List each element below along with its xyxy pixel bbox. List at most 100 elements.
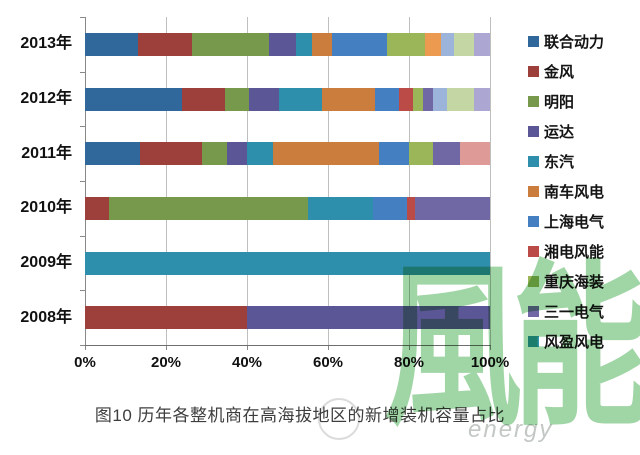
bar-segment-series-13: [433, 88, 447, 111]
bar-segment-三一电气: [433, 142, 460, 165]
bar-segment-湘电风能: [407, 197, 415, 220]
bar-segment-series-12: [425, 33, 441, 56]
legend-label: 金风: [544, 63, 575, 81]
bar-segment-上海电气: [332, 33, 387, 56]
legend-swatch: [528, 95, 539, 107]
legend-item-重庆海装: 重庆海装: [528, 267, 640, 297]
bar-segment-南车风电: [273, 142, 379, 165]
bar-segment-金风: [85, 197, 109, 220]
bar-2008年: [85, 306, 490, 329]
bar-segment-series-16: [474, 33, 490, 56]
gridline: [166, 17, 167, 345]
legend-label: 明阳: [544, 93, 575, 111]
bar-segment-运达: [269, 33, 296, 56]
bar-segment-series-15: [447, 88, 474, 111]
bar-segment-上海电气: [373, 197, 407, 220]
y-axis-tick: [80, 290, 85, 291]
legend-swatch: [528, 125, 539, 137]
bar-segment-series-13: [441, 33, 454, 56]
watermark-energy-text: energy: [468, 416, 554, 443]
x-axis-label: 60%: [312, 354, 344, 371]
legend-item-金风: 金风: [528, 56, 640, 86]
bar-segment-运达: [227, 142, 247, 165]
legend-label: 南车风电: [544, 184, 605, 202]
legend-swatch: [528, 216, 539, 228]
bar-segment-明阳: [109, 197, 308, 220]
bar-segment-南车风电: [312, 33, 332, 56]
y-axis-tick: [80, 72, 85, 73]
bar-segment-重庆海装: [387, 33, 425, 56]
legend-item-上海电气: 上海电气: [528, 207, 640, 237]
x-axis-label: 40%: [231, 354, 263, 371]
legend-item-联合动力: 联合动力: [528, 26, 640, 56]
legend-swatch: [528, 186, 539, 198]
bar-2009年: [85, 252, 490, 275]
y-axis-label: 2011年: [21, 145, 72, 162]
legend-swatch: [528, 276, 539, 288]
gridline: [490, 17, 491, 345]
figure-caption: 图10 历年各整机商在高海拔地区的新增装机容量占比: [94, 406, 506, 425]
bar-segment-上海电气: [379, 142, 409, 165]
x-axis-tick: [166, 346, 167, 350]
y-axis-line: [85, 17, 86, 345]
bar-2011年: [85, 142, 490, 165]
bar-segment-三一电气: [415, 197, 490, 220]
x-axis-label: 80%: [393, 354, 425, 371]
bar-segment-series-15: [454, 33, 474, 56]
bar-segment-东汽: [247, 142, 273, 165]
plot-area: [85, 17, 491, 345]
bar-segment-上海电气: [375, 88, 399, 111]
bar-segment-series-16: [474, 88, 490, 111]
y-axis-tick: [80, 17, 85, 18]
legend-item-明阳: 明阳: [528, 86, 640, 116]
bar-segment-联合动力: [85, 88, 182, 111]
bar-segment-series-14: [460, 142, 490, 165]
gridline: [328, 17, 329, 345]
y-axis-label: 2010年: [20, 199, 72, 216]
x-axis-tick: [328, 346, 329, 350]
legend-item-三一电气: 三一电气: [528, 297, 640, 327]
bar-2010年: [85, 197, 490, 220]
bar-segment-南车风电: [322, 88, 375, 111]
legend-item-运达: 运达: [528, 116, 640, 146]
y-axis-label: 2013年: [20, 35, 72, 52]
x-axis-label: 100%: [470, 354, 510, 371]
bar-segment-东汽: [279, 88, 322, 111]
legend-item-风盈风电: 风盈风电: [528, 327, 640, 357]
x-axis-tick: [409, 346, 410, 350]
legend-label: 三一电气: [544, 304, 605, 322]
y-axis-tick: [80, 236, 85, 237]
y-axis-label: 2008年: [20, 309, 72, 326]
bar-segment-联合动力: [85, 33, 138, 56]
bar-segment-东汽: [296, 33, 312, 56]
bar-segment-运达: [249, 88, 279, 111]
legend-label: 风盈风电: [544, 334, 605, 352]
x-axis-label: 20%: [150, 354, 182, 371]
x-axis-tick: [247, 346, 248, 350]
bar-segment-金风: [138, 33, 192, 56]
bar-segment-重庆海装: [413, 88, 423, 111]
y-axis-label: 2009年: [20, 254, 72, 271]
x-axis-label: 0%: [74, 354, 96, 371]
bar-segment-湘电风能: [399, 88, 413, 111]
y-axis-tick: [80, 126, 85, 127]
legend-item-湘电风能: 湘电风能: [528, 237, 640, 267]
gridline: [247, 17, 248, 345]
legend-label: 运达: [544, 123, 575, 141]
legend: 联合动力金风明阳运达东汽南车风电上海电气湘电风能重庆海装三一电气风盈风电: [528, 26, 640, 357]
legend-item-东汽: 东汽: [528, 146, 640, 176]
y-axis-tick: [80, 181, 85, 182]
legend-swatch: [528, 35, 539, 47]
bar-segment-明阳: [192, 33, 269, 56]
legend-swatch: [528, 306, 539, 318]
bar-2012年: [85, 88, 490, 111]
legend-item-南车风电: 南车风电: [528, 176, 640, 206]
bar-segment-三一电气: [423, 88, 433, 111]
x-axis-line: [85, 345, 491, 346]
legend-label: 湘电风能: [544, 244, 605, 262]
legend-label: 联合动力: [544, 33, 605, 51]
bar-segment-联合动力: [85, 142, 140, 165]
bar-segment-金风: [182, 88, 225, 111]
legend-swatch: [528, 246, 539, 258]
bar-2013年: [85, 33, 490, 56]
